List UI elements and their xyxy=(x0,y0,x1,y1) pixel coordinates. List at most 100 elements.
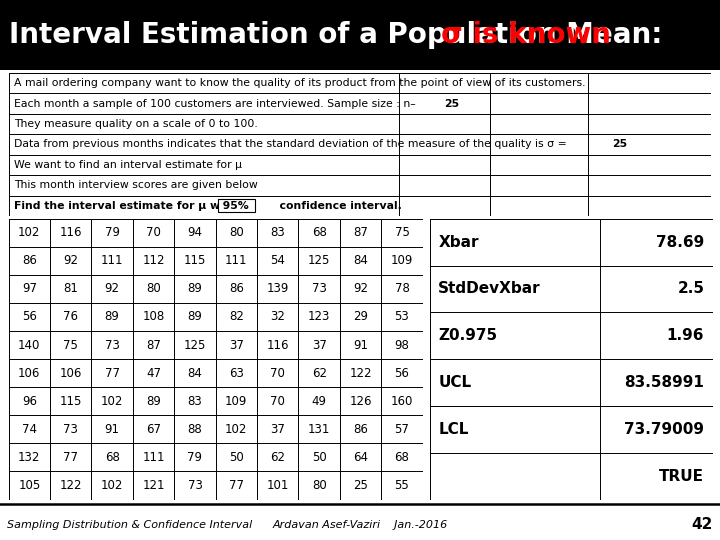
Text: Interval Estimation of a Population Mean:: Interval Estimation of a Population Mean… xyxy=(9,21,672,49)
Text: 140: 140 xyxy=(18,339,40,352)
Text: Find the interval estimate for μ with: Find the interval estimate for μ with xyxy=(14,201,237,211)
Text: 80: 80 xyxy=(146,282,161,295)
Text: 106: 106 xyxy=(60,367,82,380)
Text: 84: 84 xyxy=(353,254,368,267)
Text: 126: 126 xyxy=(349,395,372,408)
Text: Xbar: Xbar xyxy=(438,234,479,249)
Text: 102: 102 xyxy=(18,226,40,239)
Text: 37: 37 xyxy=(312,339,327,352)
Text: 73.79009: 73.79009 xyxy=(624,422,704,437)
Text: 77: 77 xyxy=(104,367,120,380)
Text: 91: 91 xyxy=(104,423,120,436)
Text: 78: 78 xyxy=(395,282,410,295)
Text: 87: 87 xyxy=(353,226,368,239)
Text: 84: 84 xyxy=(187,367,202,380)
Text: 29: 29 xyxy=(353,310,368,323)
Text: 88: 88 xyxy=(188,423,202,436)
Text: 25: 25 xyxy=(444,99,459,109)
Text: 125: 125 xyxy=(308,254,330,267)
Text: 116: 116 xyxy=(60,226,82,239)
Text: 77: 77 xyxy=(63,451,78,464)
Text: 68: 68 xyxy=(395,451,410,464)
Text: This month interview scores are given below: This month interview scores are given be… xyxy=(14,180,258,190)
Text: 89: 89 xyxy=(187,310,202,323)
Text: 70: 70 xyxy=(146,226,161,239)
Text: 87: 87 xyxy=(146,339,161,352)
Text: 56: 56 xyxy=(395,367,410,380)
Text: 50: 50 xyxy=(229,451,243,464)
Text: confidence interval.: confidence interval. xyxy=(272,201,402,211)
Text: 77: 77 xyxy=(229,479,244,492)
Text: 102: 102 xyxy=(101,479,123,492)
Text: 91: 91 xyxy=(353,339,368,352)
Text: 50: 50 xyxy=(312,451,326,464)
Text: 97: 97 xyxy=(22,282,37,295)
Text: A mail ordering company want to know the quality of its product from the point o: A mail ordering company want to know the… xyxy=(14,78,586,88)
Text: 92: 92 xyxy=(104,282,120,295)
Text: 75: 75 xyxy=(63,339,78,352)
Text: 57: 57 xyxy=(395,423,410,436)
Text: 83: 83 xyxy=(271,226,285,239)
Text: 75: 75 xyxy=(395,226,410,239)
Text: 109: 109 xyxy=(391,254,413,267)
Text: 89: 89 xyxy=(146,395,161,408)
Text: 109: 109 xyxy=(225,395,248,408)
Text: 83: 83 xyxy=(188,395,202,408)
Text: 73: 73 xyxy=(312,282,327,295)
Text: 116: 116 xyxy=(266,339,289,352)
Text: 105: 105 xyxy=(18,479,40,492)
Text: 132: 132 xyxy=(18,451,40,464)
Text: 53: 53 xyxy=(395,310,409,323)
Text: 73: 73 xyxy=(104,339,120,352)
Text: 70: 70 xyxy=(270,395,285,408)
Text: 79: 79 xyxy=(104,226,120,239)
Text: StdDevXbar: StdDevXbar xyxy=(438,281,541,296)
Text: 83.58991: 83.58991 xyxy=(624,375,704,390)
Text: 47: 47 xyxy=(146,367,161,380)
Text: 54: 54 xyxy=(270,254,285,267)
Text: They measure quality on a scale of 0 to 100.: They measure quality on a scale of 0 to … xyxy=(14,119,258,129)
Text: Data from previous months indicates that the standard deviation of the measure o: Data from previous months indicates that… xyxy=(14,139,574,150)
Text: We want to find an interval estimate for μ: We want to find an interval estimate for… xyxy=(14,160,242,170)
Text: 78.69: 78.69 xyxy=(656,234,704,249)
Text: 70: 70 xyxy=(270,367,285,380)
Text: 62: 62 xyxy=(312,367,327,380)
Text: TRUE: TRUE xyxy=(660,469,704,484)
Text: 122: 122 xyxy=(60,479,82,492)
Text: 96: 96 xyxy=(22,395,37,408)
Text: 111: 111 xyxy=(143,451,165,464)
Text: 89: 89 xyxy=(187,282,202,295)
Text: 86: 86 xyxy=(353,423,368,436)
Text: 121: 121 xyxy=(143,479,165,492)
Text: 123: 123 xyxy=(308,310,330,323)
Text: 73: 73 xyxy=(187,479,202,492)
Text: 98: 98 xyxy=(395,339,410,352)
Text: 37: 37 xyxy=(229,339,244,352)
Text: 115: 115 xyxy=(60,395,82,408)
Text: 68: 68 xyxy=(312,226,327,239)
Text: 89: 89 xyxy=(104,310,120,323)
Text: σ is known: σ is known xyxy=(441,21,611,49)
Text: 63: 63 xyxy=(229,367,244,380)
Text: 92: 92 xyxy=(63,254,78,267)
Text: 55: 55 xyxy=(395,479,409,492)
Text: Z0.975: Z0.975 xyxy=(438,328,498,343)
Text: Ardavan Asef-Vaziri    Jan.-2016: Ardavan Asef-Vaziri Jan.-2016 xyxy=(272,519,448,530)
Text: 102: 102 xyxy=(225,423,248,436)
Text: LCL: LCL xyxy=(438,422,469,437)
Text: 62: 62 xyxy=(270,451,285,464)
Text: 49: 49 xyxy=(312,395,327,408)
Text: 111: 111 xyxy=(225,254,248,267)
Text: 37: 37 xyxy=(270,423,285,436)
Text: 112: 112 xyxy=(143,254,165,267)
Text: 25: 25 xyxy=(613,139,628,150)
Text: 1.96: 1.96 xyxy=(667,328,704,343)
Text: 115: 115 xyxy=(184,254,206,267)
Text: 56: 56 xyxy=(22,310,37,323)
Text: 101: 101 xyxy=(266,479,289,492)
Text: Each month a sample of 100 customers are interviewed. Sample size : n–: Each month a sample of 100 customers are… xyxy=(14,99,416,109)
Text: 94: 94 xyxy=(187,226,202,239)
Text: 67: 67 xyxy=(146,423,161,436)
Text: 108: 108 xyxy=(143,310,165,323)
Text: 102: 102 xyxy=(101,395,123,408)
